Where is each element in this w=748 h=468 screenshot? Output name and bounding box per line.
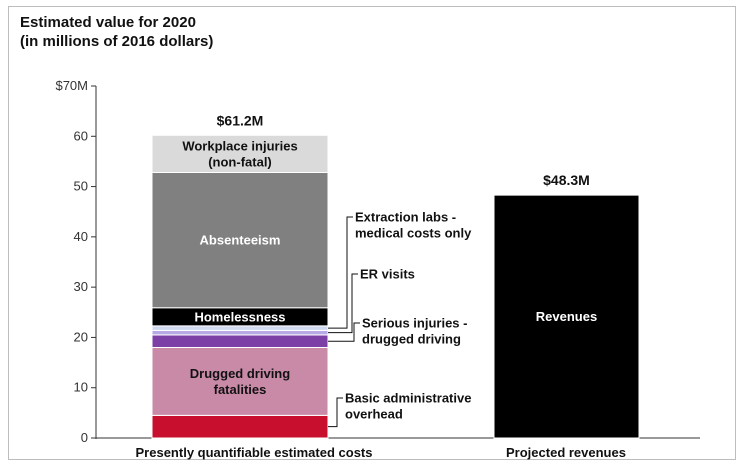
y-tick-label: 20 bbox=[74, 329, 88, 344]
bar-total-label: $61.2M bbox=[217, 112, 264, 128]
bar-segment-absenteeism bbox=[151, 171, 329, 309]
callout-label-extraction-labs-medical-costs-only: Extraction labs -medical costs only bbox=[355, 209, 472, 240]
y-tick-label: 50 bbox=[74, 179, 88, 194]
bar-segment-revenues bbox=[493, 194, 640, 439]
bar-segment-extraction-labs-medical-costs-only bbox=[151, 325, 329, 331]
segment-label-drugged-driving-fatalities: Drugged driving fatalities bbox=[190, 366, 290, 397]
bar-segment-serious-injuries-drugged-driving bbox=[151, 334, 329, 348]
bar-segment-basic-administrative-overhead bbox=[151, 414, 329, 439]
segment-label-homelessness: Homelessness bbox=[194, 309, 285, 324]
chart-subtitle: (in millions of 2016 dollars) bbox=[20, 33, 214, 50]
bar-segment-er-visits bbox=[151, 329, 329, 336]
x-category-label: Presently quantifiable estimated costs bbox=[136, 445, 373, 460]
callout-leader-extraction-labs-medical-costs-only bbox=[328, 216, 353, 329]
y-tick-label: 30 bbox=[74, 279, 88, 294]
callout-label-basic-administrative-overhead: Basic administrative overhead bbox=[345, 390, 471, 421]
callout-label-serious-injuries-drugged-driving: Serious injuries -drugged driving bbox=[362, 315, 467, 346]
y-tick-label: 60 bbox=[74, 128, 88, 143]
x-category-label: Projected revenues bbox=[506, 445, 626, 460]
y-tick-label: 40 bbox=[74, 229, 88, 244]
y-tick-label: $70M bbox=[55, 78, 88, 93]
bar-segment-workplace-injuries-non-fatal bbox=[151, 134, 329, 173]
callout-leader-serious-injuries-drugged-driving bbox=[328, 322, 360, 342]
chart-title: Estimated value for 2020 bbox=[20, 14, 196, 31]
y-tick-label: 10 bbox=[74, 380, 88, 395]
callout-leader-basic-administrative-overhead bbox=[328, 397, 343, 428]
segment-label-workplace-injuries-non-fatal: Workplace injuries (non-fatal) bbox=[182, 138, 297, 169]
segment-label-absenteeism: Absenteeism bbox=[200, 233, 281, 248]
callout-label-er-visits: ER visits bbox=[360, 267, 415, 282]
bar-total-label: $48.3M bbox=[543, 172, 590, 188]
y-tick-label: 0 bbox=[81, 430, 88, 445]
bar-segment-drugged-driving-fatalities bbox=[151, 346, 329, 416]
segment-label-revenues: Revenues bbox=[536, 309, 597, 324]
callout-leader-er-visits bbox=[328, 273, 358, 334]
